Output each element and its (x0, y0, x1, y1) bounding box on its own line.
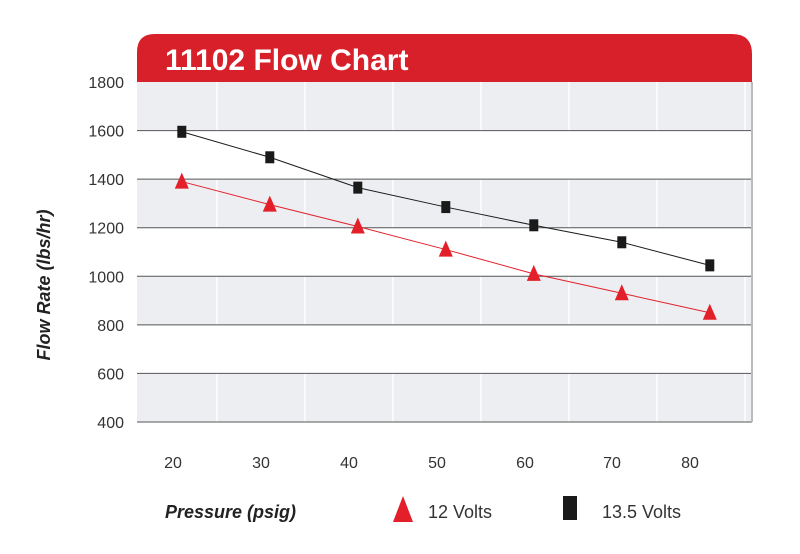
y-tick-label: 800 (97, 318, 124, 335)
x-tick-label: 40 (340, 455, 358, 472)
y-tick-label: 1800 (88, 75, 124, 92)
data-point (350, 217, 365, 234)
data-point (438, 240, 453, 257)
y-tick-label: 1000 (88, 269, 124, 286)
y-tick-label: 1600 (88, 124, 124, 141)
x-tick-label: 70 (603, 455, 621, 472)
data-point (617, 236, 627, 249)
series-12-volts (174, 172, 717, 320)
x-axis-ticks: 20 30 40 50 60 70 80 (164, 455, 699, 472)
x-axis-label: Pressure (psig) (165, 502, 296, 522)
data-point (614, 284, 629, 301)
data-point (526, 264, 541, 281)
y-tick-label: 1400 (88, 172, 124, 189)
data-point (529, 219, 539, 232)
x-tick-label: 60 (516, 455, 534, 472)
title-banner (137, 34, 752, 82)
y-tick-label: 600 (97, 366, 124, 383)
data-point (177, 125, 187, 138)
data-point (265, 151, 275, 164)
legend: 12 Volts 13.5 Volts (393, 496, 681, 522)
y-axis-label: Flow Rate (lbs/hr) (34, 209, 54, 360)
y-axis-ticks: 400 600 800 1000 1200 1400 1600 1800 (88, 75, 124, 432)
data-point (705, 259, 715, 272)
grid-band (137, 276, 752, 325)
data-point (262, 195, 277, 212)
x-tick-label: 80 (681, 455, 699, 472)
series-13-5-volts (177, 125, 715, 272)
y-tick-label: 400 (97, 415, 124, 432)
chart-title: 11102 Flow Chart (165, 44, 408, 77)
data-point (441, 201, 451, 214)
y-tick-label: 1200 (88, 221, 124, 238)
legend-label: 13.5 Volts (602, 502, 681, 522)
x-tick-label: 20 (164, 455, 182, 472)
data-point (353, 181, 363, 194)
data-point (702, 303, 717, 320)
series-group (174, 125, 717, 320)
x-tick-label: 30 (252, 455, 270, 472)
grid-band (137, 373, 752, 422)
grid-band (137, 82, 752, 131)
legend-triangle-icon (393, 496, 413, 522)
legend-square-icon (563, 496, 577, 520)
x-tick-label: 50 (428, 455, 446, 472)
legend-label: 12 Volts (428, 502, 492, 522)
data-point (174, 172, 189, 189)
